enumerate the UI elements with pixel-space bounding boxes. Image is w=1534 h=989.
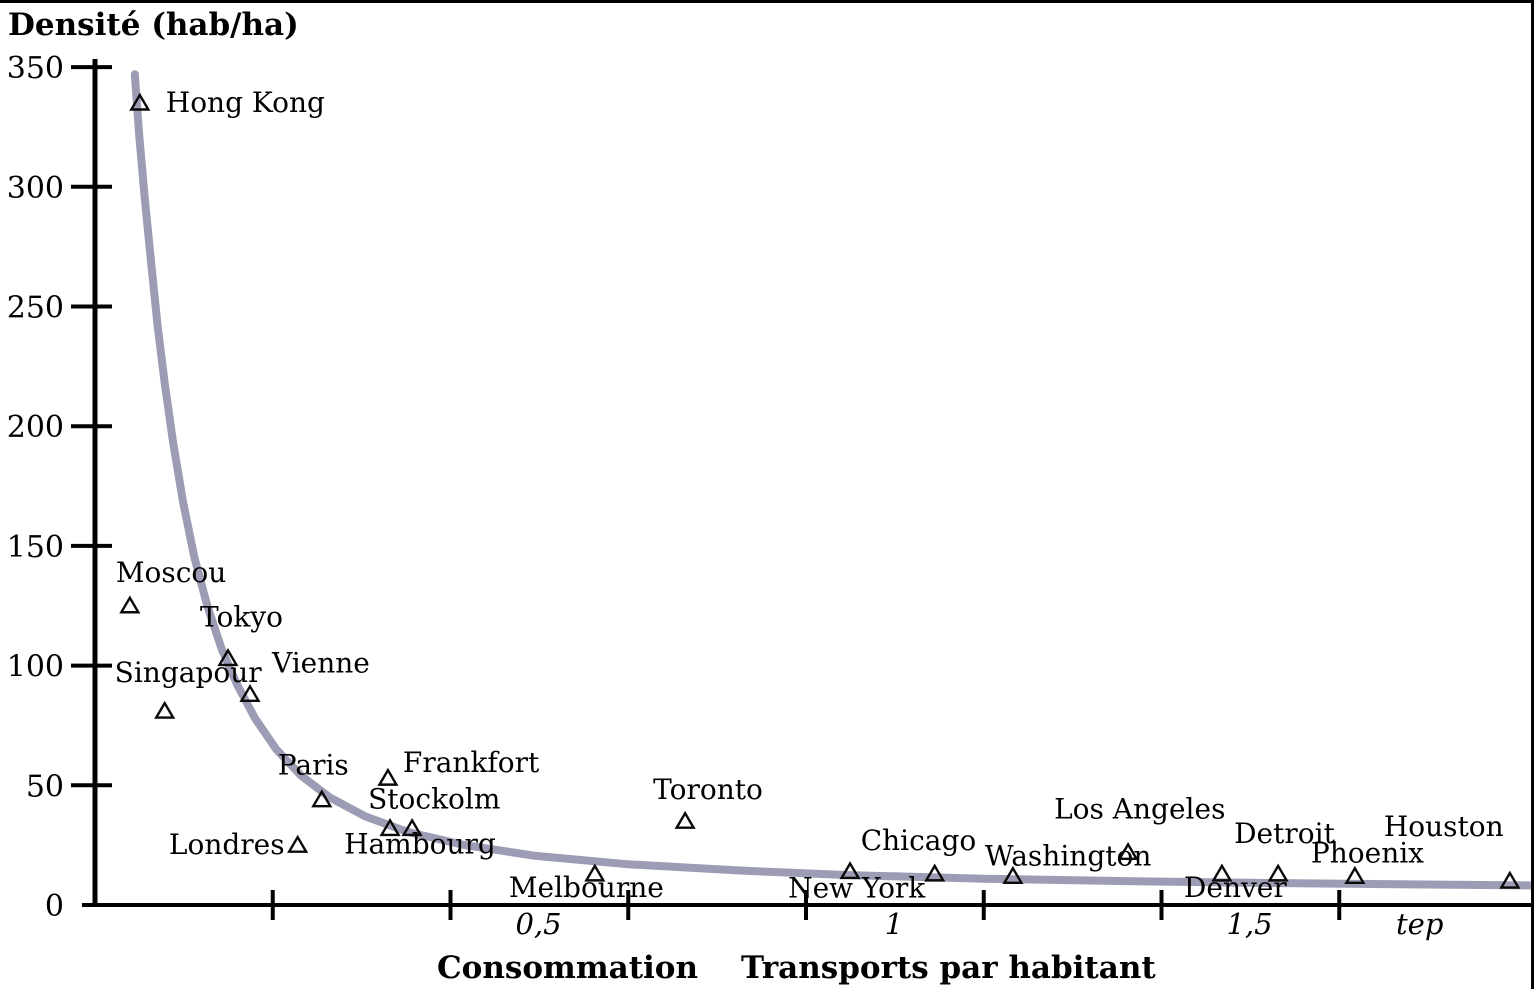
marker-melbourne — [584, 863, 606, 882]
city-label-chicago: Chicago — [861, 824, 977, 857]
y-tick-label: 350 — [7, 51, 64, 86]
marker-phoenix — [1344, 865, 1366, 884]
x-tick-label: 1,5 — [1226, 907, 1272, 941]
city-label-tokyo: Tokyo — [200, 600, 283, 633]
marker-los-angeles — [1117, 841, 1139, 861]
city-label-londres: Londres — [169, 828, 285, 861]
x-axis-caption-right: Transports par habitant — [741, 950, 1156, 986]
y-axis-title: Densité (hab/ha) — [8, 7, 299, 43]
city-label-moscou: Moscou — [116, 556, 226, 589]
x-tick-label: 1 — [885, 907, 903, 941]
marker-toronto — [674, 810, 696, 829]
marker-paris — [311, 789, 333, 808]
marker-londres — [287, 834, 309, 853]
city-label-houston: Houston — [1384, 810, 1504, 843]
y-tick-label: 250 — [7, 291, 64, 326]
city-label-paris: Paris — [278, 749, 349, 782]
marker-tokyo — [217, 648, 239, 667]
city-label-denver: Denver — [1184, 871, 1287, 904]
city-label-hong-kong: Hong Kong — [166, 86, 325, 119]
data-points: Hong Kong Moscou Tokyo Singapour Vienne Paris… — [115, 86, 1521, 904]
y-tick-label: 50 — [26, 769, 64, 804]
x-tick-label: 0,5 — [515, 907, 561, 941]
y-tick-label: 300 — [7, 171, 64, 206]
marker-frankfort — [377, 767, 399, 786]
marker-houston — [1499, 870, 1521, 889]
marker-washington — [1002, 865, 1024, 884]
y-tick-label: 150 — [7, 530, 64, 565]
marker-hong-kong — [129, 92, 151, 111]
y-tick-label: 100 — [7, 650, 64, 685]
trend-curve-line — [130, 70, 1531, 890]
city-label-frankfort: Frankfort — [403, 746, 540, 779]
marker-stockolm — [401, 818, 423, 837]
marker-new-york — [839, 861, 861, 880]
city-label-new-york: New York — [788, 871, 926, 904]
marker-chicago — [924, 863, 946, 882]
city-label-los-angeles: Los Angeles — [1054, 792, 1225, 825]
city-label-melbourne: Melbourne — [509, 871, 664, 904]
y-axis-ticks: 0 50 100 150 200 250 300 350 — [7, 51, 112, 924]
marker-denver — [1211, 863, 1233, 882]
city-label-vienne: Vienne — [271, 646, 370, 679]
marker-moscou — [119, 595, 141, 614]
marker-singapour — [154, 700, 176, 719]
x-axis-ticks: 0,5 1 1,5 — [270, 890, 1342, 941]
city-label-washington: Washington — [985, 839, 1152, 872]
x-axis-caption-left: Consommation — [437, 950, 698, 986]
city-label-toronto: Toronto — [653, 773, 763, 806]
city-label-phoenix: Phoenix — [1311, 836, 1424, 869]
marker-detroit — [1267, 863, 1289, 882]
city-label-singapour: Singapour — [115, 656, 263, 689]
y-tick-label: 0 — [45, 889, 64, 924]
trend-curve — [130, 70, 1531, 890]
marker-hambourg — [379, 818, 401, 837]
y-tick-label: 200 — [7, 410, 64, 445]
city-label-stockolm: Stockolm — [368, 782, 500, 815]
x-unit-label: tep — [1396, 907, 1443, 941]
city-label-hambourg: Hambourg — [344, 827, 496, 860]
scatter-plot: 0 50 100 150 200 250 300 350 0,5 1 1,5 Hong Kong M… — [7, 7, 1531, 986]
city-label-detroit: Detroit — [1234, 817, 1335, 850]
marker-vienne — [239, 683, 261, 703]
